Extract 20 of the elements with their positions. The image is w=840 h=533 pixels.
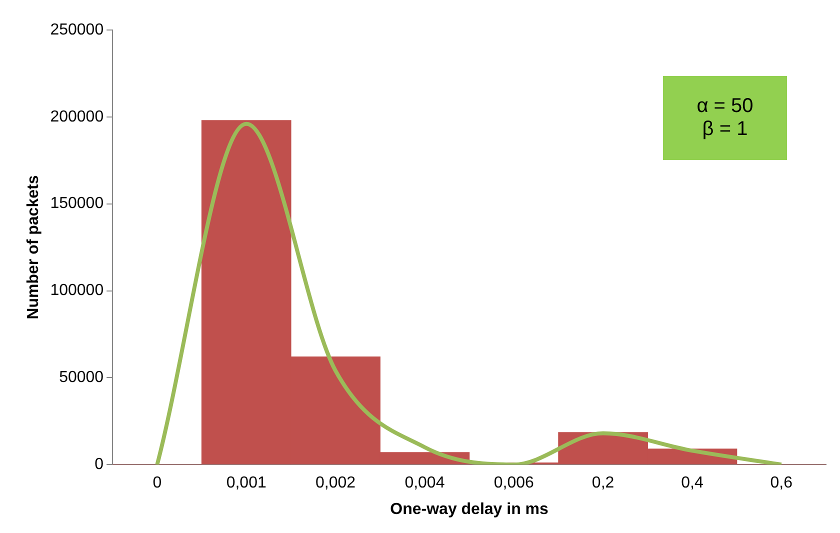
x-tick-label: 0,006: [494, 474, 534, 492]
x-tick-label: 0,2: [592, 474, 614, 492]
y-tick-label: 150000: [50, 195, 104, 212]
y-tick-label: 100000: [50, 282, 104, 300]
x-tick-label: 0,001: [226, 474, 266, 492]
annotation: α = 50: [696, 95, 754, 118]
y-tick-label: 0: [94, 456, 104, 474]
line-series: [155, 122, 784, 465]
x-tick-label: 0,4: [681, 474, 704, 492]
annotation: β = 1: [702, 118, 748, 141]
y-tick-label: 50000: [59, 369, 104, 386]
label-box: α = 50 β = 1: [663, 76, 787, 160]
y-tick-label: 200000: [50, 108, 104, 126]
x-axis-title: One-way delay in ms: [390, 500, 549, 518]
x-tick-label: 0,002: [316, 474, 356, 492]
x-tick-label: 0: [152, 474, 162, 492]
y-tick-label: 250000: [50, 21, 104, 38]
x-tick-label: 0,6: [770, 474, 793, 492]
x-tick-label: 0,004: [404, 474, 445, 492]
y-axis-title: Number of packets: [25, 175, 42, 320]
